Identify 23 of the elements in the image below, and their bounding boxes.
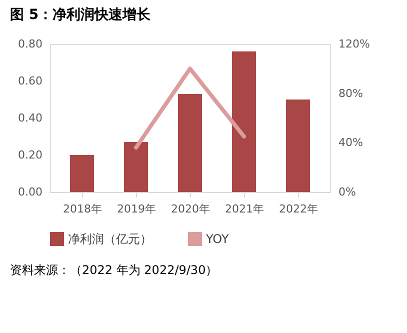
- x-tick-label: 2019年: [117, 202, 156, 216]
- y-tick-label: 0.00: [18, 186, 42, 198]
- x-tick-label: 2020年: [171, 202, 210, 216]
- bar: [232, 51, 256, 192]
- y2-tick-label: 0%: [338, 186, 356, 198]
- y-tick-label: 0.40: [18, 112, 42, 124]
- y-tick-label: 0.20: [18, 148, 42, 162]
- bar: [124, 142, 148, 192]
- bar: [178, 94, 202, 192]
- text: 资料来源：（2022 年为 2022/9/30）: [10, 263, 218, 277]
- legend-label: 净利润（亿元）: [68, 232, 152, 246]
- x-tick-label: 2022年: [279, 202, 318, 216]
- y2-tick-label: 120%: [338, 38, 370, 50]
- y-tick-label: 0.60: [18, 74, 42, 88]
- y2-tick-label: 40%: [338, 136, 363, 150]
- bar: [70, 155, 94, 192]
- x-tick-label: 2021年: [225, 202, 264, 216]
- legend-label: YOY: [205, 232, 230, 246]
- chart-title: 图 5：净利润快速增长: [10, 6, 152, 23]
- x-tick-label: 2018年: [63, 202, 102, 216]
- y2-tick-label: 80%: [338, 86, 363, 100]
- y-tick-label: 0.80: [18, 38, 42, 50]
- bar: [286, 100, 310, 192]
